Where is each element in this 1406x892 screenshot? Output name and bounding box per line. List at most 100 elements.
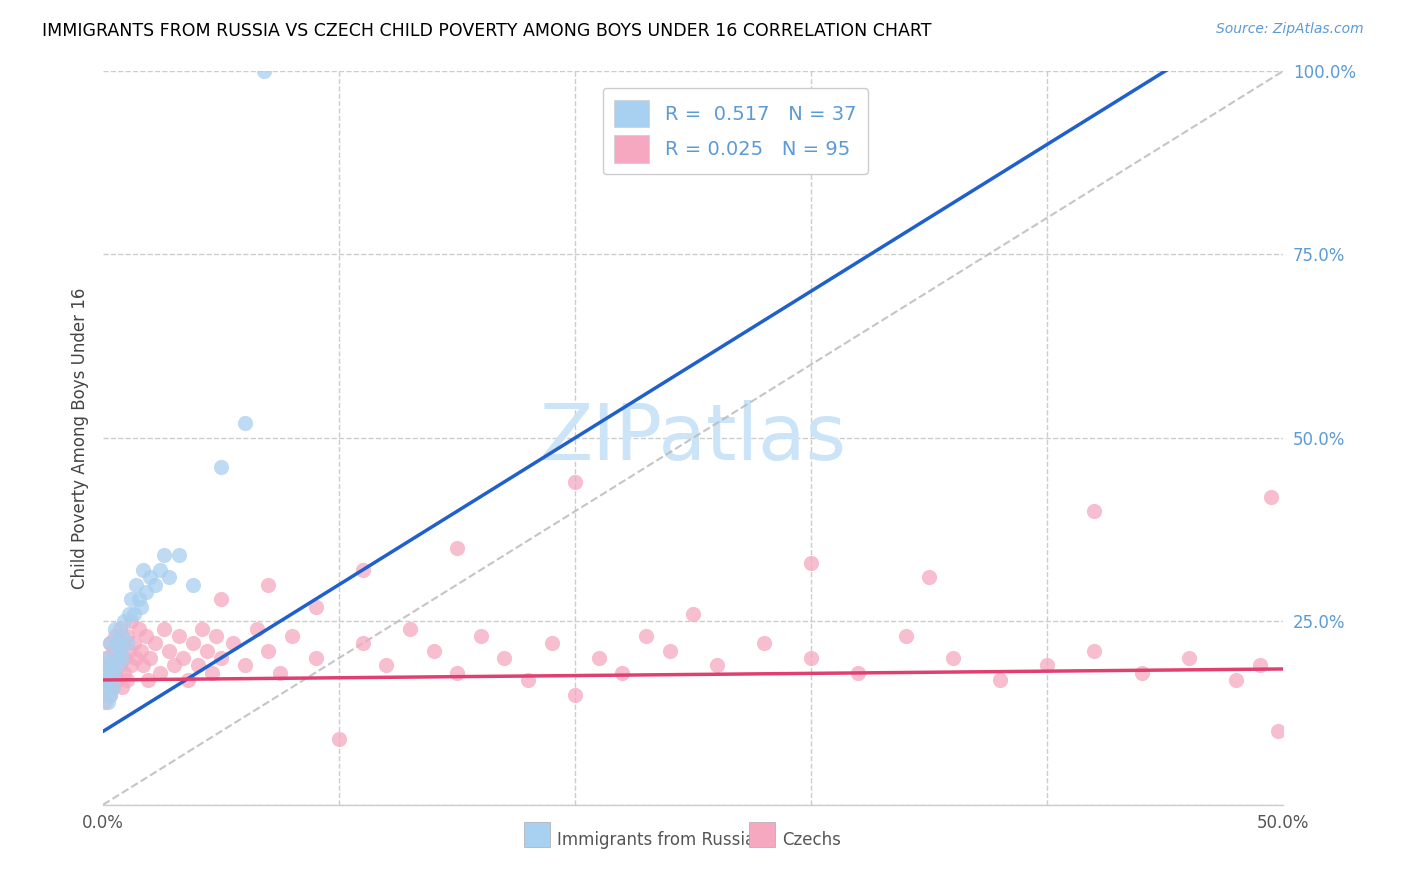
- Point: [125, 651, 148, 665]
- Point: [132, 658, 155, 673]
- Point: [304, 599, 326, 614]
- Point: [516, 673, 538, 687]
- Point: [1249, 658, 1271, 673]
- Point: [115, 673, 138, 687]
- Point: [118, 607, 141, 621]
- Point: [209, 592, 232, 607]
- Point: [177, 673, 200, 687]
- Point: [682, 607, 704, 621]
- Point: [375, 658, 398, 673]
- Point: [1260, 490, 1282, 504]
- Point: [328, 731, 350, 746]
- Point: [94, 651, 117, 665]
- Point: [191, 622, 214, 636]
- Point: [612, 665, 634, 680]
- Point: [120, 592, 142, 607]
- Point: [108, 658, 131, 673]
- Point: [172, 651, 194, 665]
- Point: [97, 673, 120, 687]
- Point: [125, 577, 148, 591]
- Point: [201, 665, 224, 680]
- Point: [304, 651, 326, 665]
- Point: [112, 651, 135, 665]
- Point: [422, 643, 444, 657]
- Point: [257, 643, 280, 657]
- Point: [846, 665, 869, 680]
- Point: [634, 629, 657, 643]
- Point: [105, 673, 128, 687]
- Point: [352, 563, 374, 577]
- Point: [918, 570, 941, 584]
- Point: [1225, 673, 1247, 687]
- Point: [163, 658, 186, 673]
- Point: [132, 563, 155, 577]
- Point: [128, 592, 150, 607]
- Point: [446, 541, 468, 555]
- Point: [658, 643, 681, 657]
- Point: [281, 629, 304, 643]
- Point: [257, 577, 280, 591]
- Point: [122, 607, 145, 621]
- Text: ZIPatlas: ZIPatlas: [540, 400, 846, 475]
- Point: [94, 681, 117, 695]
- Point: [470, 629, 492, 643]
- Point: [136, 673, 159, 687]
- Point: [1177, 651, 1199, 665]
- Point: [205, 629, 228, 643]
- Point: [128, 622, 150, 636]
- Point: [97, 651, 120, 665]
- Point: [97, 665, 120, 680]
- Point: [1083, 504, 1105, 518]
- Point: [94, 695, 117, 709]
- Text: Source: ZipAtlas.com: Source: ZipAtlas.com: [1216, 22, 1364, 37]
- Point: [181, 636, 204, 650]
- Point: [111, 636, 134, 650]
- Text: IMMIGRANTS FROM RUSSIA VS CZECH CHILD POVERTY AMONG BOYS UNDER 16 CORRELATION CH: IMMIGRANTS FROM RUSSIA VS CZECH CHILD PO…: [42, 22, 932, 40]
- Point: [115, 636, 138, 650]
- Point: [706, 658, 728, 673]
- Point: [115, 629, 138, 643]
- Point: [98, 688, 121, 702]
- Point: [153, 548, 176, 562]
- Text: Immigrants from Russia: Immigrants from Russia: [557, 831, 755, 849]
- Point: [209, 651, 232, 665]
- Point: [120, 614, 142, 628]
- Point: [186, 658, 208, 673]
- Point: [245, 622, 267, 636]
- Point: [105, 651, 128, 665]
- Point: [209, 460, 232, 475]
- Point: [167, 548, 190, 562]
- Point: [988, 673, 1011, 687]
- Y-axis label: Child Poverty Among Boys Under 16: Child Poverty Among Boys Under 16: [72, 287, 89, 589]
- Point: [1130, 665, 1153, 680]
- Point: [1083, 643, 1105, 657]
- Point: [97, 658, 120, 673]
- Point: [942, 651, 965, 665]
- Point: [101, 681, 124, 695]
- Point: [181, 577, 204, 591]
- Point: [94, 673, 117, 687]
- Point: [101, 643, 124, 657]
- Point: [111, 681, 134, 695]
- Point: [800, 651, 823, 665]
- Point: [153, 622, 176, 636]
- Point: [564, 475, 586, 489]
- Text: Czechs: Czechs: [782, 831, 841, 849]
- Point: [111, 651, 134, 665]
- Point: [752, 636, 775, 650]
- Point: [112, 665, 135, 680]
- Point: [129, 643, 152, 657]
- Point: [233, 658, 256, 673]
- Point: [157, 570, 180, 584]
- Point: [564, 688, 586, 702]
- Point: [101, 681, 124, 695]
- Point: [122, 636, 145, 650]
- Point: [98, 636, 121, 650]
- Point: [101, 665, 124, 680]
- Point: [129, 599, 152, 614]
- Point: [195, 643, 218, 657]
- Point: [167, 629, 190, 643]
- Point: [104, 665, 127, 680]
- Point: [97, 695, 120, 709]
- Point: [98, 658, 121, 673]
